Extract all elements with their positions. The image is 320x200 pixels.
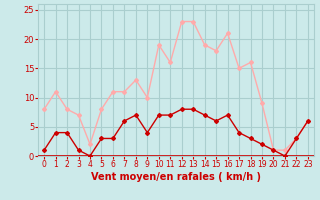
X-axis label: Vent moyen/en rafales ( km/h ): Vent moyen/en rafales ( km/h )	[91, 172, 261, 182]
